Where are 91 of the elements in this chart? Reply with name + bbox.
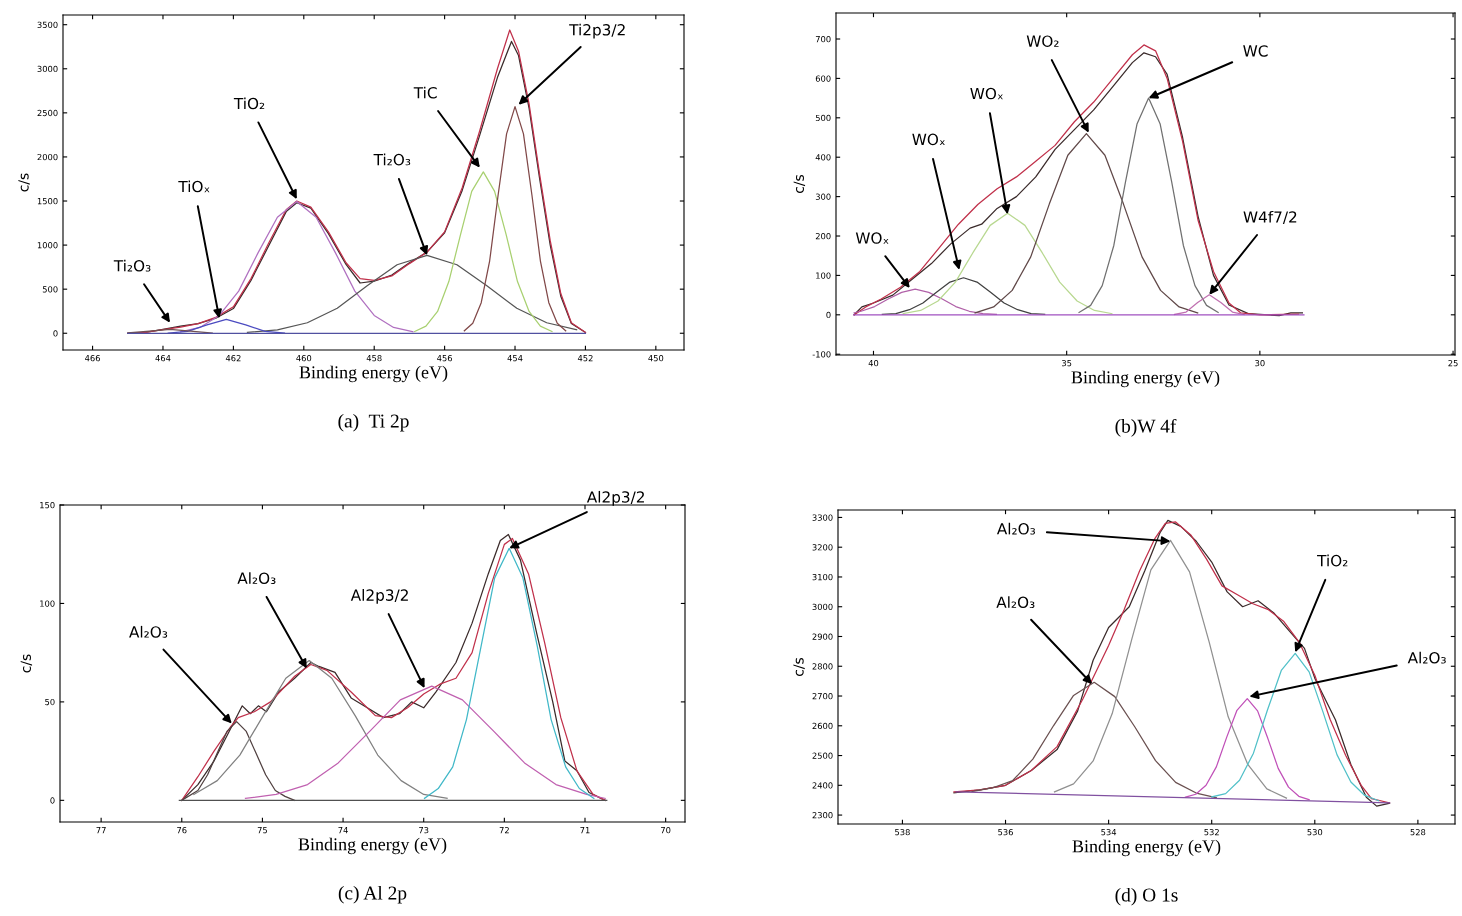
annotation: Al₂O₃ [129, 625, 168, 638]
y-axis-title: c/s [18, 173, 30, 192]
x-tick-label: 456 [437, 355, 453, 362]
x-tick-label: 536 [998, 829, 1013, 836]
x-tick-label: 77 [96, 827, 106, 834]
y-tick-label: 2300 [812, 812, 833, 819]
x-tick-label: 25 [1448, 360, 1458, 367]
x-axis-title: Binding energy (eV) [298, 837, 447, 855]
annotation: Al₂O₃ [996, 522, 1036, 535]
y-tick-label: 100 [816, 272, 831, 279]
x-tick-label: 530 [1307, 829, 1323, 836]
y-tick-label: 150 [40, 501, 55, 509]
text: (c) Al 2p [338, 885, 407, 904]
y-tick-label: 2600 [812, 722, 833, 730]
x-tick-label: 532 [1204, 829, 1219, 836]
x-tick-label: 75 [257, 827, 267, 834]
annotation: Al₂O₃ [237, 572, 276, 584]
annotation: Al₂O₃ [996, 596, 1035, 608]
y-tick-label: 50 [45, 698, 55, 706]
annotation: Al2p3/2 [586, 490, 644, 506]
annotation: W4f7/2 [1243, 210, 1297, 224]
x-tick-label: 452 [577, 355, 593, 362]
x-tick-label: 460 [296, 355, 312, 362]
text: (a) Ti 2p [338, 413, 409, 432]
x-axis-title: Binding energy (eV) [1071, 370, 1220, 388]
x-axis-title: Binding energy (eV) [299, 365, 448, 383]
annotation: WC [1243, 45, 1268, 57]
x-tick-label: 71 [580, 827, 590, 834]
y-tick-label: 1000 [37, 242, 58, 249]
x-tick-label: 70 [661, 827, 671, 834]
y-tick-label: 400 [815, 154, 831, 161]
y-tick-label: 2800 [812, 663, 833, 670]
y-axis-title: c/s [793, 657, 805, 677]
annotation: Ti2p3/2 [569, 23, 625, 39]
x-tick-label: 40 [868, 360, 879, 367]
x-tick-label: 534 [1101, 829, 1117, 836]
x-tick-label: 76 [177, 827, 187, 834]
annotation: TiO₂ [1317, 554, 1348, 567]
y-tick-label: 3300 [812, 514, 833, 521]
y-tick-label: 3100 [812, 573, 833, 581]
x-tick-label: 528 [1410, 829, 1426, 836]
annotation: TiOₓ [178, 180, 210, 193]
annotation: Ti₂O₃ [373, 153, 411, 166]
x-tick-label: 30 [1255, 360, 1265, 367]
x-tick-label: 74 [338, 827, 348, 834]
annotation: WO₂ [1026, 35, 1059, 47]
y-tick-label: 3200 [812, 544, 833, 551]
y-tick-label: 1500 [37, 197, 58, 205]
y-tick-label: 3000 [37, 65, 58, 73]
y-tick-label: 300 [815, 193, 831, 200]
x-tick-label: 538 [895, 829, 910, 836]
annotation: WOₓ [970, 87, 1003, 100]
y-tick-label: 2700 [812, 693, 833, 700]
y-tick-label: 600 [815, 75, 831, 82]
x-tick-label: 462 [225, 355, 241, 362]
y-tick-label: 2900 [812, 633, 833, 640]
annotation: Ti₂O₃ [113, 259, 151, 272]
y-tick-label: 3500 [37, 21, 58, 28]
x-axis-title: Binding energy (eV) [1072, 839, 1221, 857]
y-tick-label: 500 [42, 286, 58, 293]
x-tick-label: 454 [507, 355, 523, 362]
annotation: TiO₂ [233, 97, 265, 110]
x-tick-label: 72 [499, 827, 509, 834]
y-tick-label: 0 [50, 797, 55, 804]
y-tick-label: 100 [40, 600, 55, 607]
y-tick-label: 500 [815, 114, 831, 122]
y-tick-label: 0 [53, 330, 58, 337]
annotation: Al₂O₃ [1407, 651, 1446, 664]
y-tick-label: 2400 [812, 782, 833, 789]
x-tick-label: 466 [85, 355, 100, 362]
y-tick-label: 2500 [812, 752, 833, 759]
y-axis-title: c/s [793, 174, 806, 194]
y-tick-label: 3000 [812, 603, 833, 611]
annotation: TiC [413, 86, 437, 99]
annotation: WOₓ [855, 232, 889, 244]
text: (b)W 4f [1115, 418, 1177, 437]
y-tick-label: 0 [826, 311, 831, 319]
x-tick-label: 450 [648, 355, 664, 362]
y-axis-title: c/s [20, 654, 33, 673]
y-tick-label: 2000 [37, 153, 58, 161]
y-tick-label: 700 [815, 35, 831, 43]
y-tick-label: 200 [815, 232, 831, 240]
x-tick-label: 458 [366, 355, 382, 362]
y-tick-label: -100 [812, 351, 831, 358]
text: (d) O 1s [1115, 887, 1178, 906]
annotation: Al2p3/2 [350, 589, 408, 604]
annotation: WOₓ [912, 133, 945, 146]
y-tick-label: 2500 [37, 109, 58, 117]
x-tick-label: 464 [155, 355, 171, 362]
x-tick-label: 35 [1062, 360, 1072, 367]
x-tick-label: 73 [419, 827, 429, 834]
